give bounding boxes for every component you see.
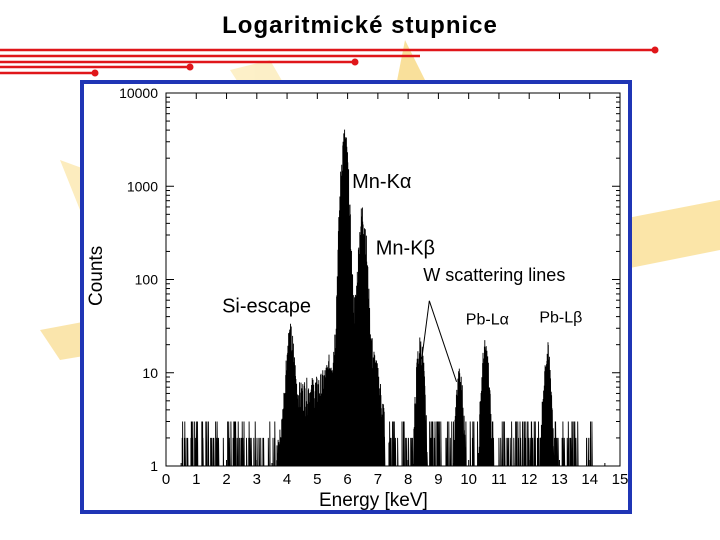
x-tick-label: 9 <box>434 471 442 488</box>
x-tick-label: 14 <box>581 471 598 488</box>
x-tick-label: 10 <box>460 471 477 488</box>
x-tick-label: 6 <box>343 471 351 488</box>
y-axis-ticks: 1 10 100 1000 10000 <box>119 85 620 474</box>
y-tick-label: 10000 <box>119 85 158 101</box>
annotation-mn-ka: Mn-Kα <box>352 171 411 193</box>
spectrum-trace <box>181 129 593 467</box>
annotation-pb-lb: Pb-Lβ <box>539 310 582 327</box>
spectrum-layer <box>181 129 593 467</box>
x-tick-label: 4 <box>283 471 291 488</box>
annotation-pb-la: Pb-Lα <box>466 312 509 329</box>
x-axis-ticks: 0 1 2 3 4 5 6 7 8 9 10 11 12 13 14 15 <box>162 93 628 488</box>
red-speed-lines <box>0 48 655 75</box>
x-tick-label: 8 <box>404 471 412 488</box>
x-tick-label: 15 <box>612 471 628 488</box>
y-tick-label: 1000 <box>127 178 158 194</box>
slide-title: Logaritmické stupnice <box>222 12 498 39</box>
y-tick-label: 1 <box>150 458 158 474</box>
x-tick-label: 7 <box>374 471 382 488</box>
w-pointer-line <box>421 300 430 360</box>
annotation-w-scatter: W scattering lines <box>423 265 565 285</box>
y-axis-label: Counts <box>86 246 107 306</box>
x-tick-label: 2 <box>222 471 230 488</box>
y-tick-label: 10 <box>142 365 158 381</box>
x-tick-label: 13 <box>551 471 568 488</box>
x-tick-label: 11 <box>491 471 507 488</box>
annotation-si-escape: Si-escape <box>222 296 311 318</box>
annotation-pointers <box>421 300 458 382</box>
x-tick-label: 0 <box>162 471 170 488</box>
x-tick-label: 12 <box>521 471 538 488</box>
red-line-dots <box>91 46 659 77</box>
x-tick-label: 3 <box>253 471 261 488</box>
annotations: Mn-Kα Mn-Kβ W scattering lines Si-escape Pb-… <box>222 171 582 329</box>
x-tick-label: 5 <box>313 471 321 488</box>
x-axis-label: Energy [keV] <box>319 490 428 510</box>
annotation-mn-kb: Mn-Kβ <box>376 238 435 260</box>
y-tick-label: 100 <box>135 272 159 288</box>
x-tick-label: 1 <box>192 471 200 488</box>
w-pointer-line <box>428 300 458 382</box>
